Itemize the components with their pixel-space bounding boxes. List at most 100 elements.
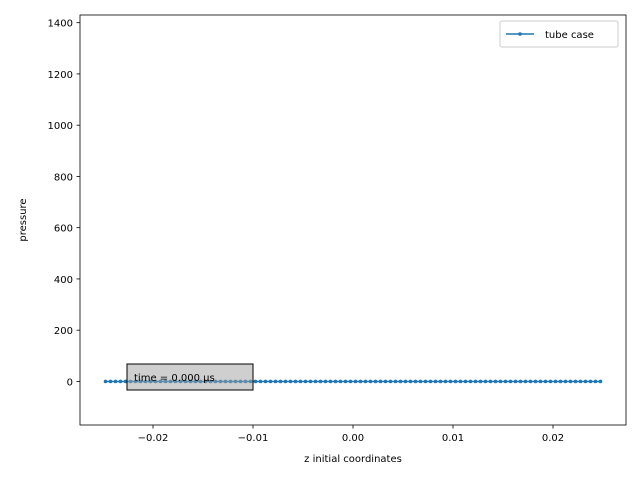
data-point (423, 379, 428, 384)
data-point (448, 379, 453, 384)
data-point (353, 379, 358, 384)
data-point (538, 379, 543, 384)
data-point (323, 379, 328, 384)
data-point (273, 379, 278, 384)
data-point (568, 379, 573, 384)
data-point (393, 379, 398, 384)
data-point (403, 379, 408, 384)
data-point (428, 379, 433, 384)
data-point (338, 379, 343, 384)
legend-marker (518, 32, 522, 36)
plot-area (80, 15, 626, 425)
data-point (453, 379, 458, 384)
x-tick-label: 0.01 (442, 433, 464, 444)
data-point (528, 379, 533, 384)
x-tick-label: −0.01 (238, 433, 269, 444)
data-point (488, 379, 493, 384)
data-point (318, 379, 323, 384)
data-point (413, 379, 418, 384)
annotation-text: time = 0.000 μs (134, 373, 215, 384)
data-point (333, 379, 338, 384)
data-point (258, 379, 263, 384)
time-annotation: time = 0.000 μs (126, 363, 254, 391)
data-point (378, 379, 383, 384)
data-point (298, 379, 303, 384)
data-point (553, 379, 558, 384)
legend: tube case (499, 20, 619, 48)
data-point (438, 379, 443, 384)
data-point (123, 379, 128, 384)
y-tick-label: 600 (54, 224, 73, 235)
data-point (578, 379, 583, 384)
data-point (473, 379, 478, 384)
data-point (523, 379, 528, 384)
data-point (503, 379, 508, 384)
data-point (508, 379, 513, 384)
data-point (543, 379, 548, 384)
data-point (588, 379, 593, 384)
y-tick-label: 200 (54, 326, 73, 337)
data-point (288, 379, 293, 384)
data-point (563, 379, 568, 384)
data-point (478, 379, 483, 384)
data-point (583, 379, 588, 384)
data-point (558, 379, 563, 384)
data-point (283, 379, 288, 384)
annotation-box (126, 363, 254, 391)
y-tick-label: 0 (67, 377, 73, 388)
legend-label: tube case (545, 30, 594, 41)
y-tick-label: 400 (54, 275, 73, 286)
data-point (408, 379, 413, 384)
data-point (263, 379, 268, 384)
data-point (373, 379, 378, 384)
y-axis-ticks: 0 200 400 600 800 1000 1200 1400 (48, 19, 80, 388)
data-point (103, 379, 108, 384)
data-point (468, 379, 473, 384)
data-point (573, 379, 578, 384)
data-point (108, 379, 113, 384)
data-point (358, 379, 363, 384)
y-tick-label: 1200 (48, 70, 73, 81)
x-tick-label: 0.00 (342, 433, 364, 444)
data-point (433, 379, 438, 384)
data-point (253, 379, 258, 384)
legend-box (499, 20, 619, 48)
data-point (458, 379, 463, 384)
data-point (343, 379, 348, 384)
data-point (278, 379, 283, 384)
x-axis-ticks: −0.02 −0.01 0.00 0.01 0.02 (138, 425, 564, 444)
data-point (328, 379, 333, 384)
y-tick-label: 800 (54, 172, 73, 183)
data-point (388, 379, 393, 384)
data-point (268, 379, 273, 384)
data-point (113, 379, 118, 384)
data-point (593, 379, 598, 384)
data-point (383, 379, 388, 384)
data-point (533, 379, 538, 384)
data-point (418, 379, 423, 384)
data-point (363, 379, 368, 384)
x-axis-label: z initial coordinates (304, 454, 402, 465)
data-point (498, 379, 503, 384)
data-point (303, 379, 308, 384)
data-point (513, 379, 518, 384)
data-point (118, 379, 123, 384)
data-point (463, 379, 468, 384)
y-tick-label: 1400 (48, 19, 73, 30)
data-point (598, 379, 603, 384)
data-point (483, 379, 488, 384)
x-tick-label: 0.02 (542, 433, 564, 444)
y-tick-label: 1000 (48, 121, 73, 132)
data-point (518, 379, 523, 384)
data-point (348, 379, 353, 384)
data-point (398, 379, 403, 384)
x-tick-label: −0.02 (138, 433, 169, 444)
y-axis-label: pressure (18, 198, 29, 241)
data-point (368, 379, 373, 384)
data-point (493, 379, 498, 384)
data-point (548, 379, 553, 384)
data-point (443, 379, 448, 384)
data-point (313, 379, 318, 384)
data-point (308, 379, 313, 384)
